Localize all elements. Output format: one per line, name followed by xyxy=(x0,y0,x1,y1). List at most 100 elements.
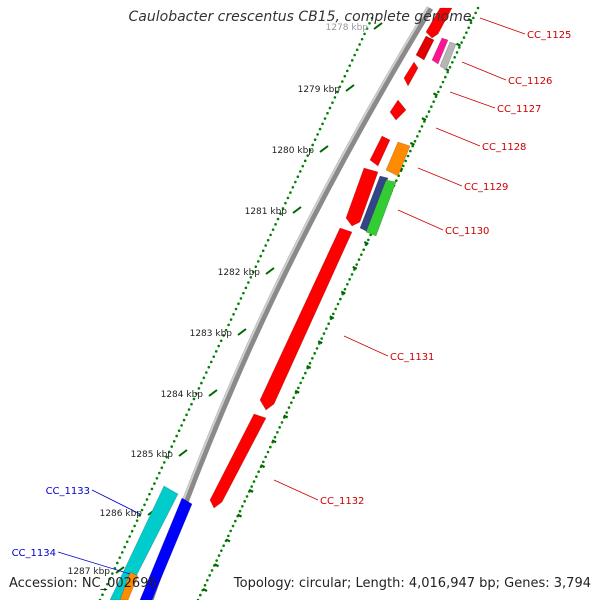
gc-dash xyxy=(237,513,243,518)
gc-dot-inner xyxy=(345,69,349,73)
gc-dot-outer xyxy=(299,381,302,385)
gc-dot-outer xyxy=(280,421,284,424)
gene-cc-1130-navy xyxy=(359,175,389,233)
gc-dot-outer xyxy=(432,100,435,104)
gc-dash xyxy=(329,315,335,320)
gc-dot-inner xyxy=(254,265,258,268)
gc-dot-outer xyxy=(206,578,209,582)
tick-label: 1278 kbp xyxy=(326,23,369,33)
gc-dot-outer xyxy=(311,356,314,360)
gc-dot-outer xyxy=(350,273,354,276)
gc-dot-inner xyxy=(195,392,198,395)
gc-dot-inner xyxy=(197,387,201,390)
tick-label: 1279 kbp xyxy=(298,85,341,95)
gc-dot-outer xyxy=(252,480,256,483)
gc-dot-inner xyxy=(162,461,166,464)
gc-dot-outer xyxy=(348,278,351,281)
gc-dot-inner xyxy=(264,244,267,247)
gc-dot-inner xyxy=(350,59,354,62)
gene-label: CC_1130 xyxy=(445,226,489,237)
gc-dot-inner xyxy=(306,154,310,157)
gc-dot-outer xyxy=(355,263,358,266)
gc-dot-inner xyxy=(125,540,129,544)
gc-dot-inner xyxy=(237,302,240,306)
gc-dot-inner xyxy=(311,143,314,147)
gc-dot-inner xyxy=(155,477,159,480)
gc-dot-outer xyxy=(448,65,452,69)
gc-dot-inner xyxy=(167,450,171,454)
gc-dot-inner xyxy=(363,32,366,36)
tick-mark xyxy=(208,389,218,397)
gc-dot-outer xyxy=(220,549,223,552)
gene-cc-1127 xyxy=(403,61,419,87)
tick-mark xyxy=(319,145,329,153)
tick-mark xyxy=(373,22,383,30)
gc-dot-inner xyxy=(187,408,191,411)
gc-dash xyxy=(432,92,438,97)
gc-dot-outer xyxy=(455,51,459,54)
gc-dot-outer xyxy=(332,312,335,316)
gc-dot-outer xyxy=(446,70,449,74)
gc-dot-outer xyxy=(229,529,232,533)
gc-dot-inner xyxy=(338,85,342,89)
tick-mark xyxy=(265,267,275,275)
gc-dot-outer xyxy=(367,238,370,242)
gc-dot-outer xyxy=(262,460,265,464)
gc-dash xyxy=(248,488,254,493)
gc-dot-outer xyxy=(245,495,249,498)
gc-dot-outer xyxy=(472,16,475,20)
gc-dash xyxy=(306,364,312,369)
gc-dot-inner xyxy=(313,138,317,141)
leader-line xyxy=(449,91,496,109)
leader-line xyxy=(397,209,444,231)
gc-dot-inner xyxy=(158,471,161,475)
gc-dot-inner xyxy=(289,191,292,194)
leader-line xyxy=(91,489,141,515)
map-title: Caulobacter crescentus CB15, complete ge… xyxy=(128,9,472,25)
gc-dot-outer xyxy=(264,455,267,459)
tick-mark xyxy=(237,328,247,336)
gc-dot-outer xyxy=(304,371,307,375)
gc-dot-outer xyxy=(474,11,477,15)
gc-dot-outer xyxy=(409,149,412,153)
gc-dot-outer xyxy=(458,46,461,49)
gc-dot-inner xyxy=(360,37,364,41)
gc-dot-inner xyxy=(224,328,228,332)
gc-dash xyxy=(260,464,266,469)
gc-dash xyxy=(294,389,300,394)
gene-label: CC_1128 xyxy=(482,142,526,153)
gene-cc-1133 xyxy=(109,485,179,600)
gc-dot-inner xyxy=(279,212,282,216)
gc-dot-inner xyxy=(128,535,131,538)
gc-dot-inner xyxy=(172,439,176,443)
tick-mark xyxy=(178,449,188,457)
gc-dot-inner xyxy=(244,286,248,290)
gc-dot-outer xyxy=(301,376,305,380)
gc-dot-outer xyxy=(243,500,246,503)
leader-line xyxy=(417,167,463,187)
tick-label: 1284 kbp xyxy=(161,390,204,400)
tick-mark xyxy=(115,566,125,574)
gc-dot-outer xyxy=(255,475,258,478)
gc-dash xyxy=(409,141,415,146)
gc-dot-outer xyxy=(203,583,207,587)
gc-dot-inner xyxy=(219,339,223,343)
gc-dot-inner xyxy=(242,291,245,295)
tick-label: 1285 kbp xyxy=(131,450,174,460)
gc-dot-inner xyxy=(145,498,149,501)
gc-dot-outer xyxy=(199,593,202,597)
gc-dot-outer xyxy=(404,159,407,163)
gc-dot-inner xyxy=(182,418,186,422)
gc-dot-inner xyxy=(348,64,352,67)
gene-label: CC_1132 xyxy=(320,496,364,507)
gc-dot-inner xyxy=(217,344,220,348)
gc-dot-inner xyxy=(103,588,107,591)
gc-dot-outer xyxy=(339,297,342,301)
gc-dot-outer xyxy=(395,179,398,182)
gc-dash xyxy=(271,439,277,444)
gc-dot-outer xyxy=(313,352,316,355)
gene-labels: CC_1125 CC_1126 CC_1127 CC_1128 CC_1129 CC_11… xyxy=(12,30,572,559)
gc-dash xyxy=(421,117,427,122)
gc-dot-inner xyxy=(212,355,216,358)
gc-dot-inner xyxy=(336,90,339,94)
